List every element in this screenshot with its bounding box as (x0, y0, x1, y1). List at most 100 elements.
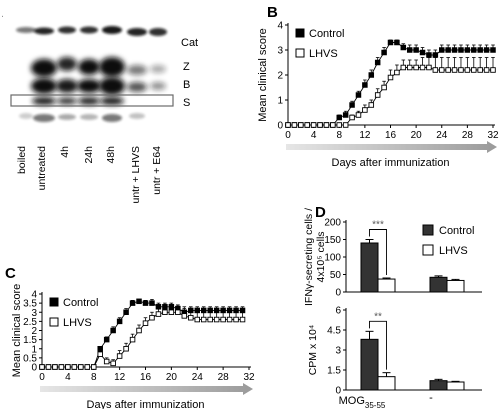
panel-c-letter: C (5, 265, 16, 282)
bar-control (429, 276, 448, 293)
data-point-lhvs (406, 64, 413, 71)
lane-label: untr + E64 (151, 146, 163, 195)
y-tick-label: 150 (324, 235, 341, 246)
data-point-lhvs (181, 313, 188, 319)
data-point-lhvs (162, 309, 168, 316)
data-point-lhvs (129, 336, 136, 343)
lane-label: 24h (83, 146, 95, 164)
y-tick-label: 0 (335, 288, 341, 299)
y-tick-label: 0 (277, 121, 283, 132)
y-tick-label: 1 (277, 96, 283, 107)
y-axis-label: CPM x 10⁴ (307, 325, 319, 376)
data-point-lhvs (123, 346, 129, 352)
band-label-cat: Cat (181, 37, 198, 49)
y-tick-label: 4 (277, 21, 283, 32)
data-point-lhvs (432, 67, 439, 73)
chart-d-top: 0 50 100 150 200 *** IFNγ-secreting cells /4x1… (303, 208, 482, 306)
y-tick-label: 2 (31, 326, 37, 337)
data-point-control (142, 300, 149, 306)
data-point-control (432, 52, 439, 58)
x-tick-label: 12 (359, 130, 371, 141)
panel-d-letter: D (315, 204, 326, 221)
data-point-control (439, 47, 445, 53)
data-point-lhvs (90, 364, 97, 370)
data-point-lhvs (200, 316, 207, 323)
lane-label: untr + LHVS (130, 146, 142, 204)
blot-band (99, 77, 125, 95)
data-point-lhvs (116, 353, 123, 359)
data-point-control (451, 47, 458, 53)
blot-band (80, 26, 98, 34)
blot-band (58, 26, 76, 34)
data-point-lhvs (394, 69, 400, 76)
x-tick-label: 8 (91, 372, 97, 383)
blot-band (99, 57, 125, 77)
y-axis-label-line: 4x10⁵ cells (315, 231, 327, 282)
legend-swatch-lhvs (422, 244, 434, 256)
d-xtick-mog: MOG35-55 (339, 395, 386, 409)
data-point-lhvs (310, 122, 317, 128)
data-point-lhvs (464, 67, 471, 73)
y-tick-label: 50 (330, 270, 342, 281)
data-point-lhvs (483, 67, 490, 73)
data-point-lhvs (291, 122, 298, 128)
data-point-control (110, 327, 116, 334)
data-point-control (349, 102, 355, 108)
data-point-control (368, 72, 375, 78)
legend-swatch-lhvs (295, 48, 305, 58)
band-label-s: S (183, 97, 190, 109)
y-tick-label: 3.5 (23, 299, 37, 310)
data-point-control (149, 300, 155, 306)
legend-label-lhvs: LHVS (439, 245, 468, 257)
data-point-lhvs (285, 122, 291, 128)
blot-band (127, 82, 147, 92)
data-point-control (464, 47, 471, 53)
d-xtick-mog-label: MOG (339, 395, 365, 407)
data-point-control (116, 318, 123, 325)
blot-band (31, 78, 57, 94)
data-point-lhvs (45, 364, 52, 370)
data-point-control (445, 47, 451, 53)
legend-swatch-control (295, 28, 305, 38)
data-point-control (374, 59, 381, 66)
data-point-control (123, 309, 129, 316)
x-tick-label: 24 (192, 372, 204, 383)
blot-band (19, 113, 33, 119)
x-tick-label: 16 (385, 130, 397, 141)
legend-label-control: Control (63, 297, 98, 309)
data-point-control (336, 114, 343, 121)
data-point-lhvs (136, 327, 142, 334)
data-point-control (458, 47, 464, 53)
x-tick-label: 32 (487, 130, 499, 141)
x-tick-label: 28 (218, 372, 230, 383)
data-point-lhvs (445, 67, 451, 73)
blot-band (31, 59, 57, 77)
legend-swatch-control (49, 297, 59, 307)
data-point-lhvs (52, 364, 58, 370)
bar-lhvs (446, 279, 465, 293)
bar-control (360, 242, 379, 293)
data-point-lhvs (458, 67, 464, 73)
y-tick-label: 1.5 (327, 366, 341, 377)
panel-b-letter: B (267, 4, 278, 21)
data-point-control (342, 112, 349, 118)
data-point-lhvs (78, 364, 84, 370)
x-tick-label: 28 (462, 130, 474, 141)
data-point-lhvs (317, 122, 323, 128)
data-point-control (103, 336, 110, 343)
blot-band (150, 65, 166, 73)
data-point-lhvs (188, 314, 194, 321)
legend-label-lhvs: LHVS (309, 48, 338, 60)
blot-band (77, 79, 101, 93)
data-point-control (413, 47, 419, 53)
band-label-z: Z (183, 61, 190, 73)
data-point-lhvs (84, 364, 91, 370)
data-point-lhvs (239, 316, 246, 323)
data-point-control (477, 47, 483, 53)
blot-band (57, 97, 77, 105)
data-point-lhvs (213, 316, 220, 323)
data-point-control (355, 92, 362, 98)
